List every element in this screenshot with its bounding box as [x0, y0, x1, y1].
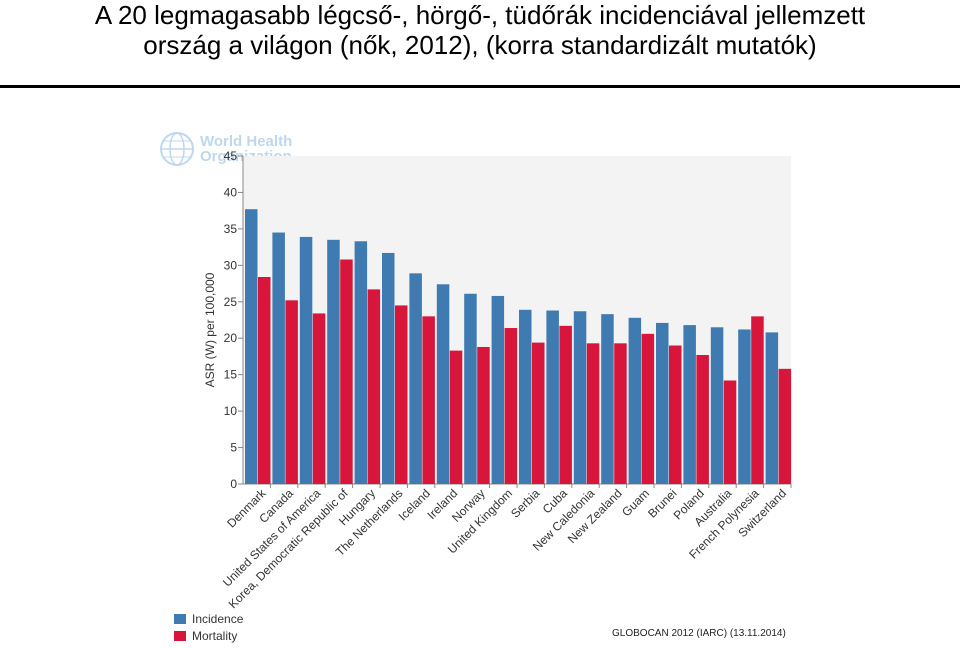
bar-mortality: [669, 345, 682, 484]
logo-line-1: World Health: [200, 133, 293, 150]
bar-incidence: [683, 325, 696, 484]
legend-swatch-mortality: [174, 631, 186, 641]
bar-incidence: [409, 273, 422, 484]
bar-incidence: [628, 317, 642, 484]
globe-icon: [160, 132, 194, 166]
bar-mortality: [285, 300, 298, 484]
bar-mortality: [723, 380, 737, 484]
y-tick-label: 45: [224, 149, 238, 163]
bar-incidence: [464, 293, 477, 484]
bar-incidence: [546, 310, 559, 484]
legend-label-incidence: Incidence: [192, 612, 244, 626]
y-tick-label: 15: [224, 368, 238, 382]
bar-incidence: [765, 332, 779, 484]
bar-mortality: [422, 316, 435, 484]
bar-mortality: [477, 346, 490, 484]
bar-incidence: [491, 295, 505, 484]
bar-incidence: [382, 252, 395, 484]
bar-mortality: [258, 276, 271, 484]
bar-mortality: [449, 350, 463, 484]
bar-incidence: [656, 322, 669, 484]
y-tick-label: 5: [230, 441, 237, 455]
bar-mortality: [614, 343, 627, 484]
y-tick-label: 30: [224, 258, 238, 272]
legend-label-mortality: Mortality: [192, 629, 238, 643]
y-tick-label: 20: [224, 331, 238, 345]
y-tick-label: 35: [224, 222, 238, 236]
bar-mortality: [751, 316, 764, 484]
bar-incidence: [299, 236, 313, 484]
bar-mortality: [559, 325, 572, 484]
bar-mortality: [312, 313, 326, 484]
y-axis-label: ASR (W) per 100,000: [203, 272, 217, 387]
x-tick-label: Iceland: [396, 486, 433, 523]
y-tick-label: 0: [230, 477, 237, 491]
bar-mortality: [641, 333, 655, 484]
bar-incidence: [354, 241, 368, 484]
x-tick-label: Guam: [619, 486, 652, 519]
title-divider: [0, 85, 960, 88]
y-tick-label: 40: [224, 185, 238, 199]
bar-mortality: [532, 342, 545, 484]
bar-mortality: [367, 289, 381, 484]
bar-incidence: [245, 209, 258, 484]
legend-swatch-incidence: [174, 614, 186, 624]
page-title: A 20 legmagasabb légcső-, hörgő-, tüdőrá…: [0, 0, 960, 60]
y-tick-label: 25: [224, 295, 238, 309]
bar-incidence: [327, 239, 340, 484]
bar-incidence: [519, 309, 532, 484]
bar-mortality: [504, 328, 518, 484]
legend-item-incidence: Incidence: [174, 612, 243, 626]
bar-incidence: [601, 314, 614, 484]
legend-item-mortality: Mortality: [174, 629, 237, 643]
bar-incidence: [573, 311, 587, 484]
title-line-1: A 20 legmagasabb légcső-, hörgő-, tüdőrá…: [94, 0, 866, 30]
bar-incidence: [710, 327, 724, 484]
x-tick-label: Denmark: [224, 486, 269, 531]
x-tick-label: Serbia: [508, 486, 543, 521]
bar-mortality: [340, 259, 353, 484]
bar-mortality: [696, 354, 709, 484]
bar-incidence: [436, 284, 450, 484]
y-tick-label: 10: [224, 404, 238, 418]
source-note: GLOBOCAN 2012 (IARC) (13.11.2014): [612, 628, 786, 639]
bar-incidence: [272, 232, 285, 484]
bar-mortality: [778, 368, 792, 484]
bar-mortality: [586, 343, 600, 484]
title-line-2: ország a világon (nők, 2012), (korra sta…: [143, 30, 817, 60]
bar-mortality: [395, 305, 408, 484]
bar-incidence: [738, 329, 751, 484]
